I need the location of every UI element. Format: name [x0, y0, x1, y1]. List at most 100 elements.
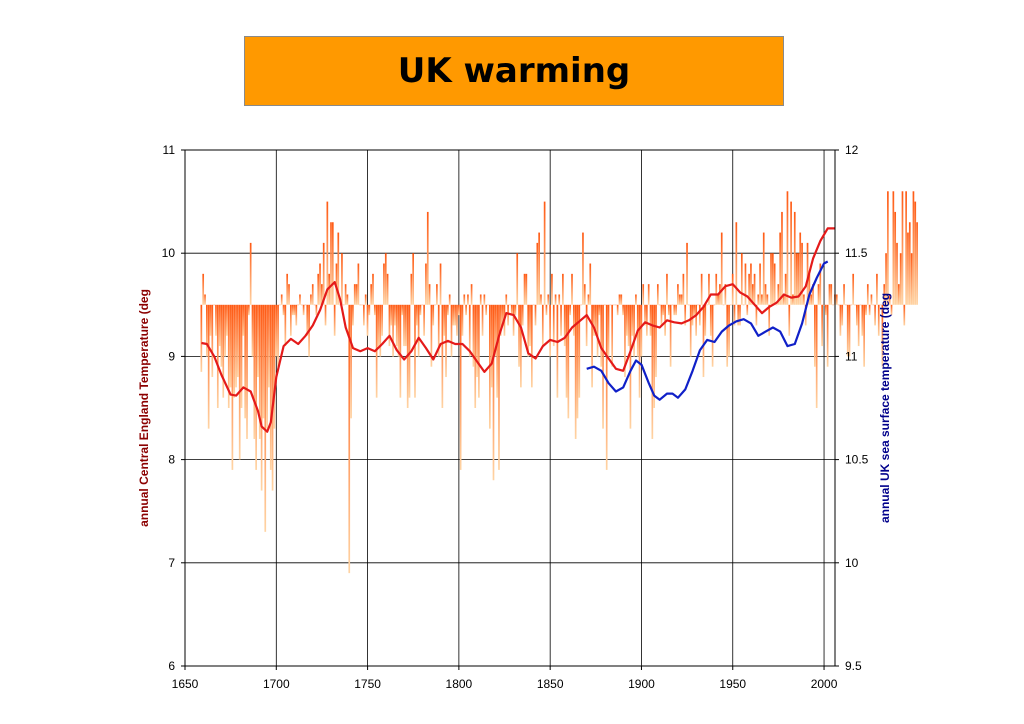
y2-tick-label: 10 [845, 556, 859, 570]
chart-title: UK warming [397, 51, 631, 91]
bar-1747 [361, 304, 363, 306]
bar-1670 [220, 304, 223, 367]
bar-1870 [585, 304, 588, 347]
bar-1659 [200, 304, 203, 372]
bar-1947 [726, 304, 729, 367]
bar-1974 [775, 304, 778, 306]
bar-1759 [383, 263, 385, 305]
bar-1969 [766, 294, 769, 305]
bar-1767 [397, 304, 400, 357]
bar-1910 [658, 304, 661, 306]
bar-2016 [852, 273, 855, 305]
bar-1703 [280, 294, 283, 305]
bar-1886 [614, 304, 617, 306]
bar-1735 [339, 304, 341, 306]
bar-1849 [547, 294, 550, 305]
bar-1865 [576, 304, 579, 419]
bar-1909 [656, 284, 659, 305]
bar-1734 [337, 232, 340, 305]
bar-1783 [426, 211, 429, 305]
bar-1964 [757, 294, 760, 305]
x-tick-label: 1850 [537, 677, 564, 691]
bar-1906 [651, 304, 654, 439]
bar-1757 [379, 304, 382, 357]
bar-1908 [655, 304, 657, 378]
bar-2039 [894, 211, 897, 305]
bar-2028 [874, 304, 876, 326]
bar-1868 [582, 232, 584, 305]
bar-1789 [437, 304, 440, 357]
bar-1715 [302, 304, 305, 316]
bar-1961 [751, 284, 754, 305]
bar-1994 [812, 284, 814, 305]
bar-1846 [541, 304, 544, 347]
bar-2023 [865, 304, 867, 316]
y-tick-label: 9 [168, 349, 175, 363]
bar-1791 [441, 304, 444, 408]
title-box: UK warming [244, 36, 784, 106]
bar-1856 [560, 304, 562, 336]
y2-tick-label: 9.5 [845, 659, 862, 673]
bar-1977 [781, 211, 783, 305]
bar-1830 [512, 304, 515, 336]
bar-1844 [538, 232, 540, 305]
bar-1936 [706, 304, 708, 306]
bar-1775 [412, 253, 414, 305]
bar-2031 [879, 304, 882, 306]
bar-1681 [240, 304, 243, 408]
bar-1717 [306, 304, 309, 336]
bar-2000 [823, 304, 825, 306]
bar-1686 [249, 242, 252, 305]
bar-1746 [359, 304, 362, 306]
bar-1840 [530, 304, 533, 388]
bar-1966 [761, 294, 763, 305]
bar-1877 [598, 304, 601, 316]
bar-1809 [474, 304, 477, 408]
bar-1899 [638, 304, 641, 398]
bar-1797 [452, 304, 455, 326]
bar-1973 [773, 263, 776, 305]
bar-1758 [381, 304, 383, 336]
bar-1764 [392, 304, 394, 357]
bar-1943 [719, 284, 721, 305]
bar-1958 [746, 304, 749, 316]
bar-1851 [551, 273, 553, 305]
bar-1701 [277, 304, 279, 367]
bar-1989 [803, 294, 805, 305]
bar-1811 [478, 304, 480, 398]
bar-1885 [613, 304, 615, 306]
bar-1920 [677, 284, 679, 305]
bar-1732 [333, 304, 336, 336]
bar-1729 [328, 273, 331, 305]
bar-1821 [496, 304, 498, 398]
bar-1813 [481, 304, 484, 336]
bar-2047 [908, 222, 911, 305]
bar-1726 [322, 242, 325, 305]
bar-1880 [604, 304, 606, 306]
bar-2030 [877, 304, 880, 336]
bar-1873 [591, 304, 593, 388]
bar-1894 [629, 304, 632, 429]
bar-2025 [868, 304, 871, 316]
bar-1742 [352, 304, 354, 326]
bar-1924 [684, 304, 687, 326]
bar-1959 [748, 273, 750, 305]
bar-1710 [293, 304, 296, 316]
bar-1923 [682, 273, 685, 305]
bar-1832 [516, 253, 519, 305]
bar-1697 [269, 304, 272, 470]
bar-1915 [667, 304, 670, 316]
bar-1967 [762, 232, 765, 305]
bar-1940 [713, 304, 716, 306]
bar-1850 [549, 304, 551, 357]
bar-1785 [430, 304, 433, 367]
bar-1682 [242, 304, 245, 336]
bar-2005 [832, 304, 834, 306]
bar-1929 [693, 304, 696, 316]
y-axis-label-right: annual UK sea surface temperature (deg [878, 293, 892, 523]
bar-1928 [691, 304, 694, 326]
bar-2021 [861, 304, 864, 336]
bar-1834 [520, 304, 522, 388]
bar-1773 [408, 304, 411, 398]
